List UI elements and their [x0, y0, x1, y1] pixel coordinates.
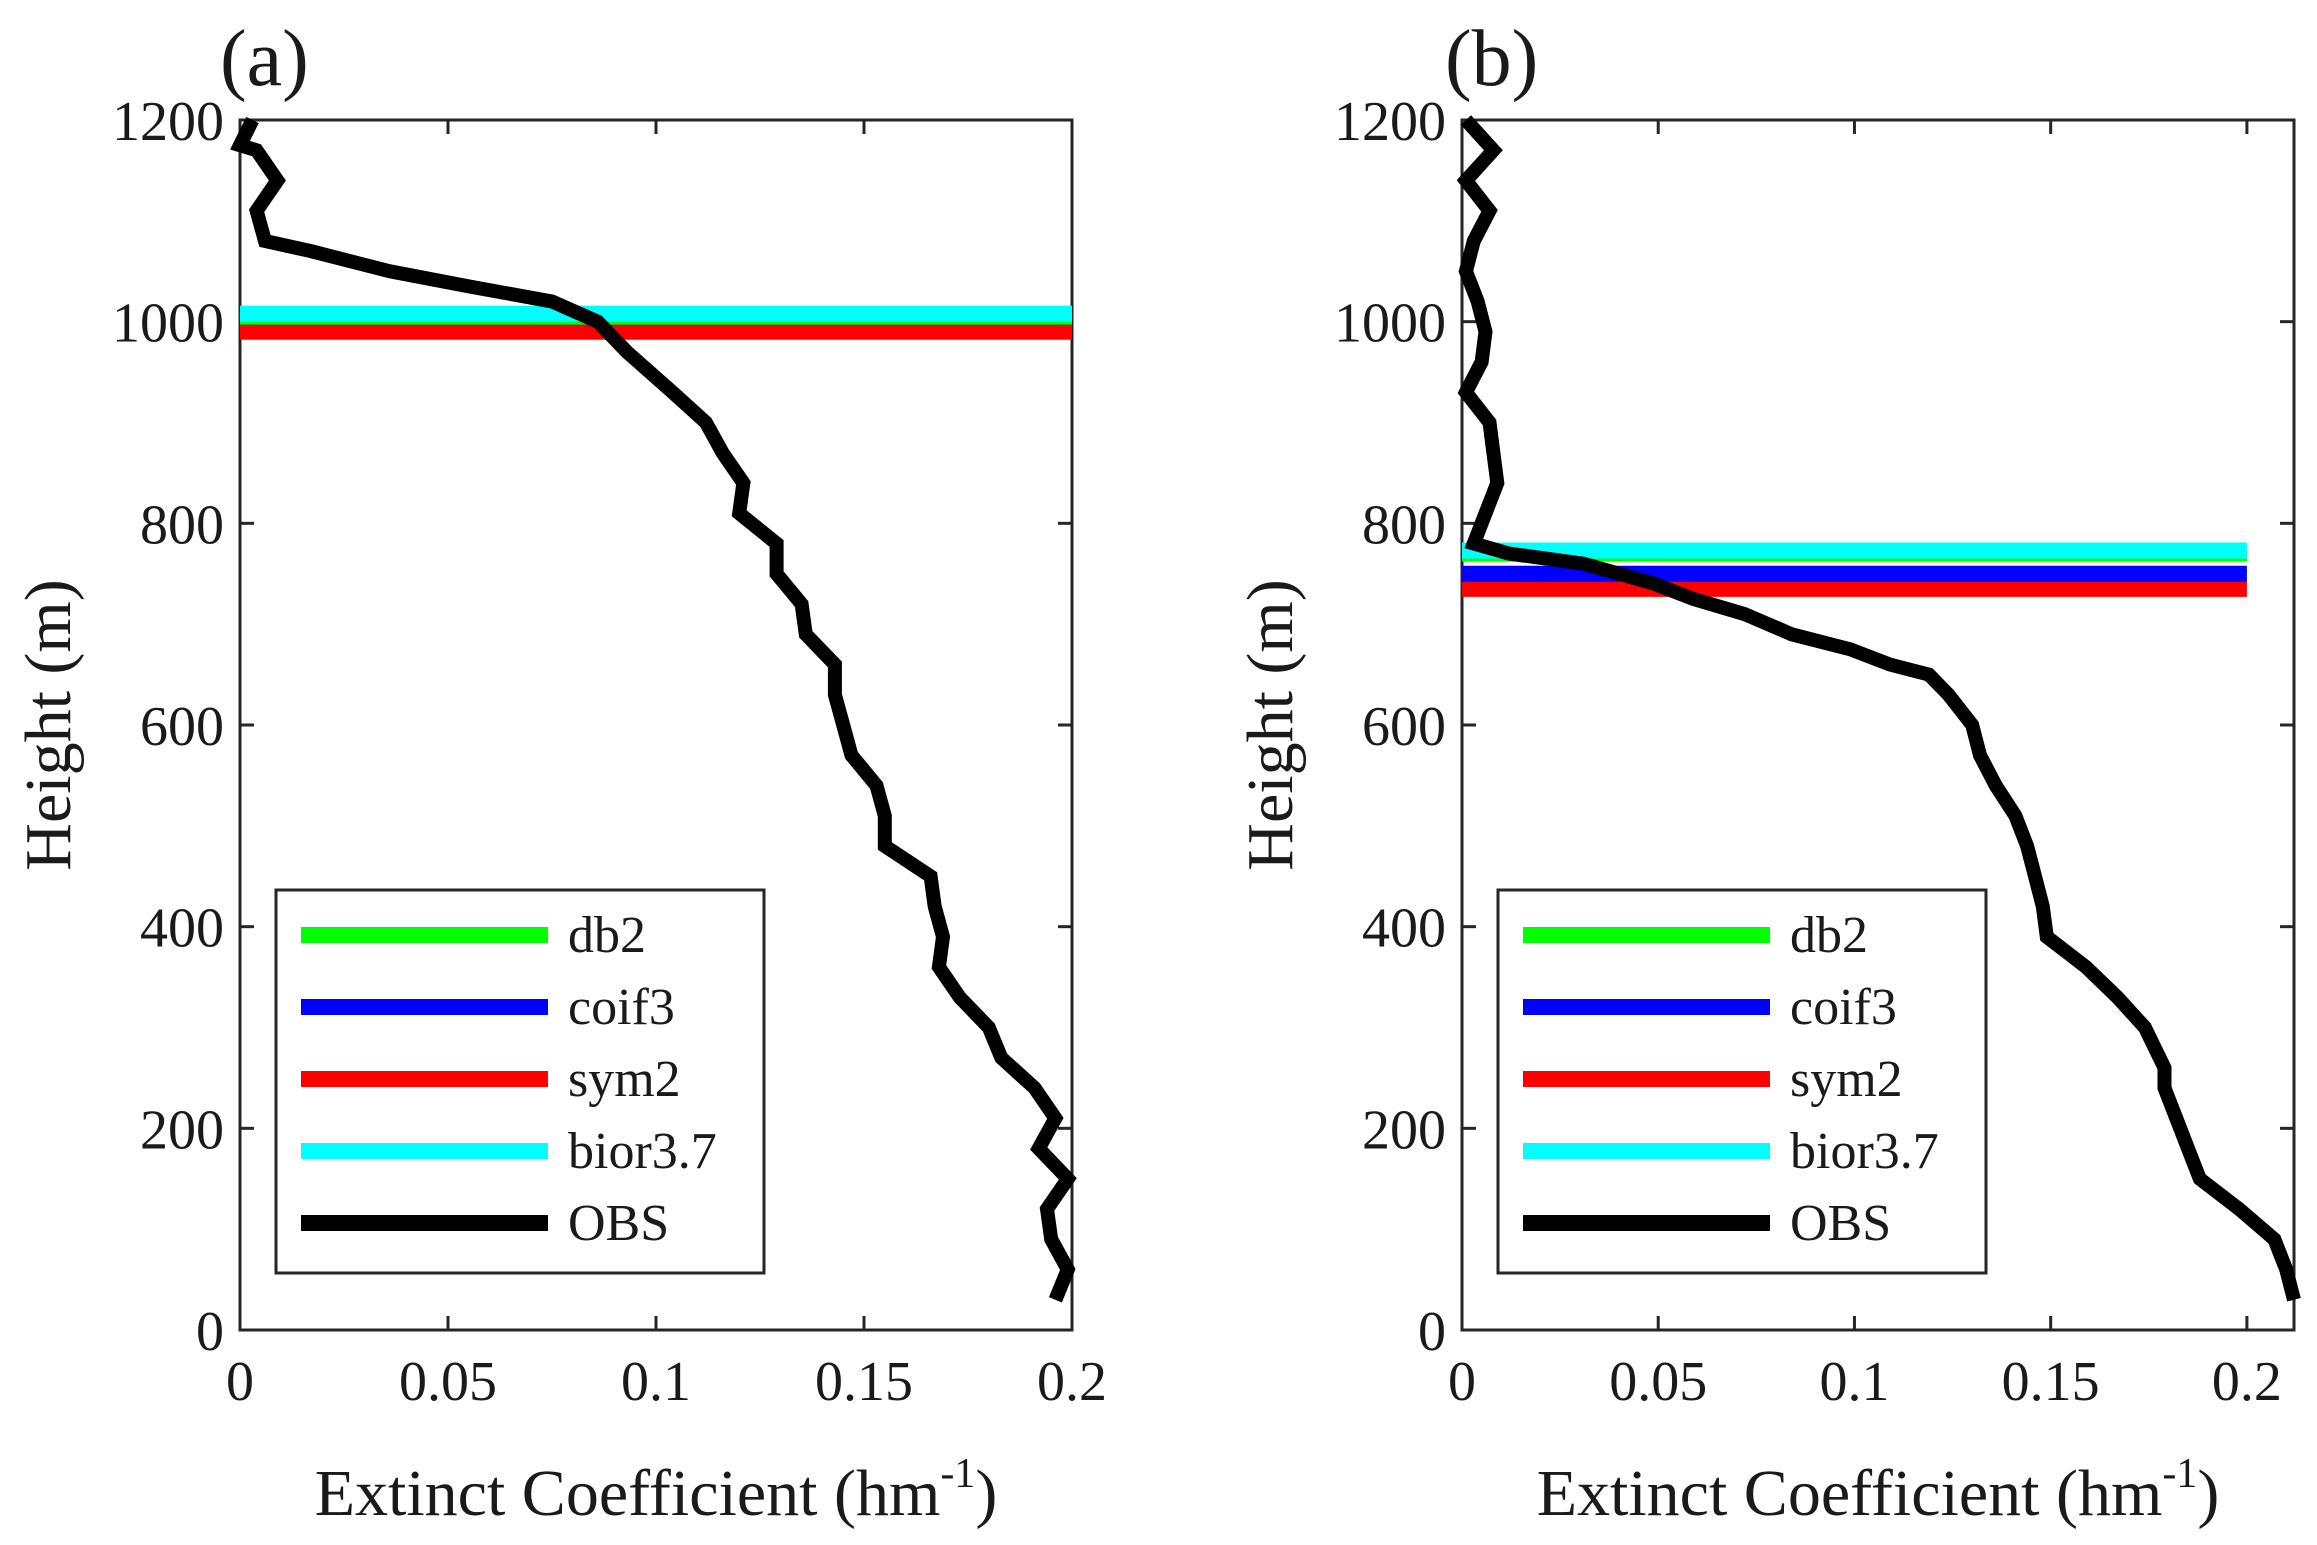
x-tick-label: 0.2	[2212, 1351, 2282, 1413]
legend-entry-label: OBS	[1790, 1195, 1891, 1252]
legend-entry-label: OBS	[568, 1195, 669, 1252]
legend-entry-label: sym2	[1790, 1051, 1903, 1108]
y-axis-title: Height (m)	[12, 579, 85, 870]
x-tick-label: 0.2	[1037, 1351, 1107, 1413]
y-tick-label: 0	[196, 1301, 224, 1363]
x-axis-title: Extinct Coefficient (hm-1)	[1537, 1451, 2220, 1530]
x-tick-label: 0.15	[815, 1351, 913, 1413]
x-axis-title-close: )	[975, 1457, 997, 1530]
x-axis-title-main: Extinct Coefficient (hm	[1537, 1457, 2163, 1530]
panel-label: (b)	[1445, 15, 1538, 103]
y-tick-label: 0	[1418, 1301, 1446, 1363]
legend-entry-label: bior3.7	[1790, 1123, 1939, 1180]
y-tick-label: 400	[1362, 898, 1446, 960]
y-tick-label: 200	[1362, 1099, 1446, 1161]
x-tick-label: 0.15	[2002, 1351, 2100, 1413]
series-line-obs	[230, 116, 1077, 1303]
panel-b: 0 0.05 0.1 0.15 0.2 0 200 400 600 800 1000 1200 db2 c…	[1234, 15, 2301, 1530]
x-tick-label: 0.1	[621, 1351, 691, 1413]
panel-label: (a)	[220, 15, 309, 103]
legend-entry-label: coif3	[568, 979, 675, 1036]
legend-entry-label: db2	[568, 907, 646, 964]
y-tick-label: 1000	[1334, 293, 1446, 355]
x-tick-label: 0.1	[1819, 1351, 1889, 1413]
y-tick-label: 1200	[112, 91, 224, 153]
y-axis-title: Height (m)	[1234, 579, 1307, 870]
x-tick-label: 0	[226, 1351, 254, 1413]
y-tick-label: 800	[140, 494, 224, 556]
y-tick-label: 200	[140, 1099, 224, 1161]
legend-entry-label: bior3.7	[568, 1123, 717, 1180]
y-tick-label: 600	[140, 696, 224, 758]
x-tick-label: 0	[1448, 1351, 1476, 1413]
y-tick-label: 400	[140, 898, 224, 960]
legend-entry-label: db2	[1790, 907, 1868, 964]
panel-a: 0 0.05 0.1 0.15 0.2 0 200 400 600 800 1000 1200 db2 c…	[12, 15, 1107, 1530]
y-tick-label: 800	[1362, 494, 1446, 556]
y-tick-label: 1000	[112, 293, 224, 355]
legend-entry-label: coif3	[1790, 979, 1897, 1036]
series-line-obs	[1456, 115, 2301, 1302]
legend-entry-label: sym2	[568, 1051, 681, 1108]
x-axis-title-superscript: -1	[2162, 1451, 2197, 1497]
x-axis-title-main: Extinct Coefficient (hm	[315, 1457, 941, 1530]
x-tick-label: 0.05	[1609, 1351, 1707, 1413]
x-axis-title: Extinct Coefficient (hm-1)	[315, 1451, 998, 1530]
y-tick-label: 600	[1362, 696, 1446, 758]
x-tick-label: 0.05	[399, 1351, 497, 1413]
x-axis-title-superscript: -1	[940, 1451, 975, 1497]
x-axis-title-close: )	[2197, 1457, 2219, 1530]
y-tick-label: 1200	[1334, 91, 1446, 153]
